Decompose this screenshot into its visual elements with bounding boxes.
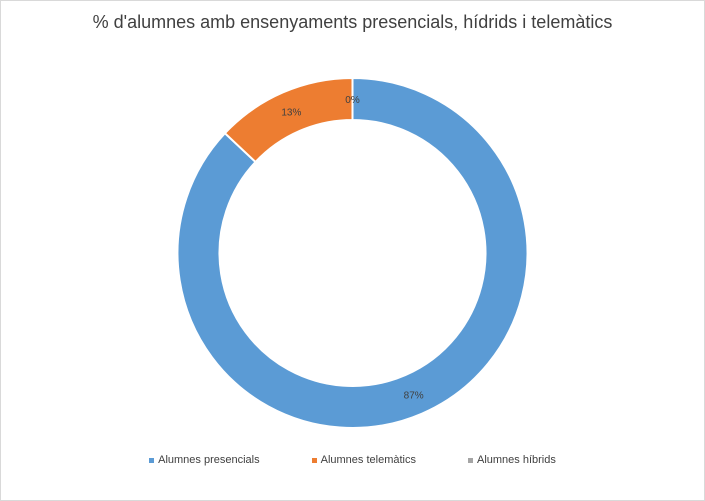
- data-label-telematics: 13%: [281, 108, 301, 119]
- data-label-hibrids: 0%: [345, 95, 360, 106]
- legend-label-presencials: Alumnes presencials: [158, 454, 260, 466]
- legend-item-hibrids: Alumnes híbrids: [468, 454, 556, 466]
- data-label-presencials: 87%: [404, 390, 424, 401]
- legend-swatch-hibrids: [468, 457, 473, 463]
- chart-title: % d'alumnes amb ensenyaments presencials…: [92, 12, 613, 32]
- legend-swatch-presencials: [149, 457, 155, 463]
- legend-label-telematics: Alumnes telemàtics: [320, 454, 416, 466]
- legend: Alumnes presencials Alumnes telemàtics A…: [0, 454, 705, 466]
- legend-item-telematics: Alumnes telemàtics: [311, 454, 416, 466]
- legend-item-presencials: Alumnes presencials: [149, 454, 260, 466]
- slice-telematics: [223, 76, 354, 164]
- slice-presencials: [176, 76, 529, 429]
- legend-label-hibrids: Alumnes híbrids: [477, 454, 556, 466]
- legend-swatch-telematics: [311, 457, 317, 463]
